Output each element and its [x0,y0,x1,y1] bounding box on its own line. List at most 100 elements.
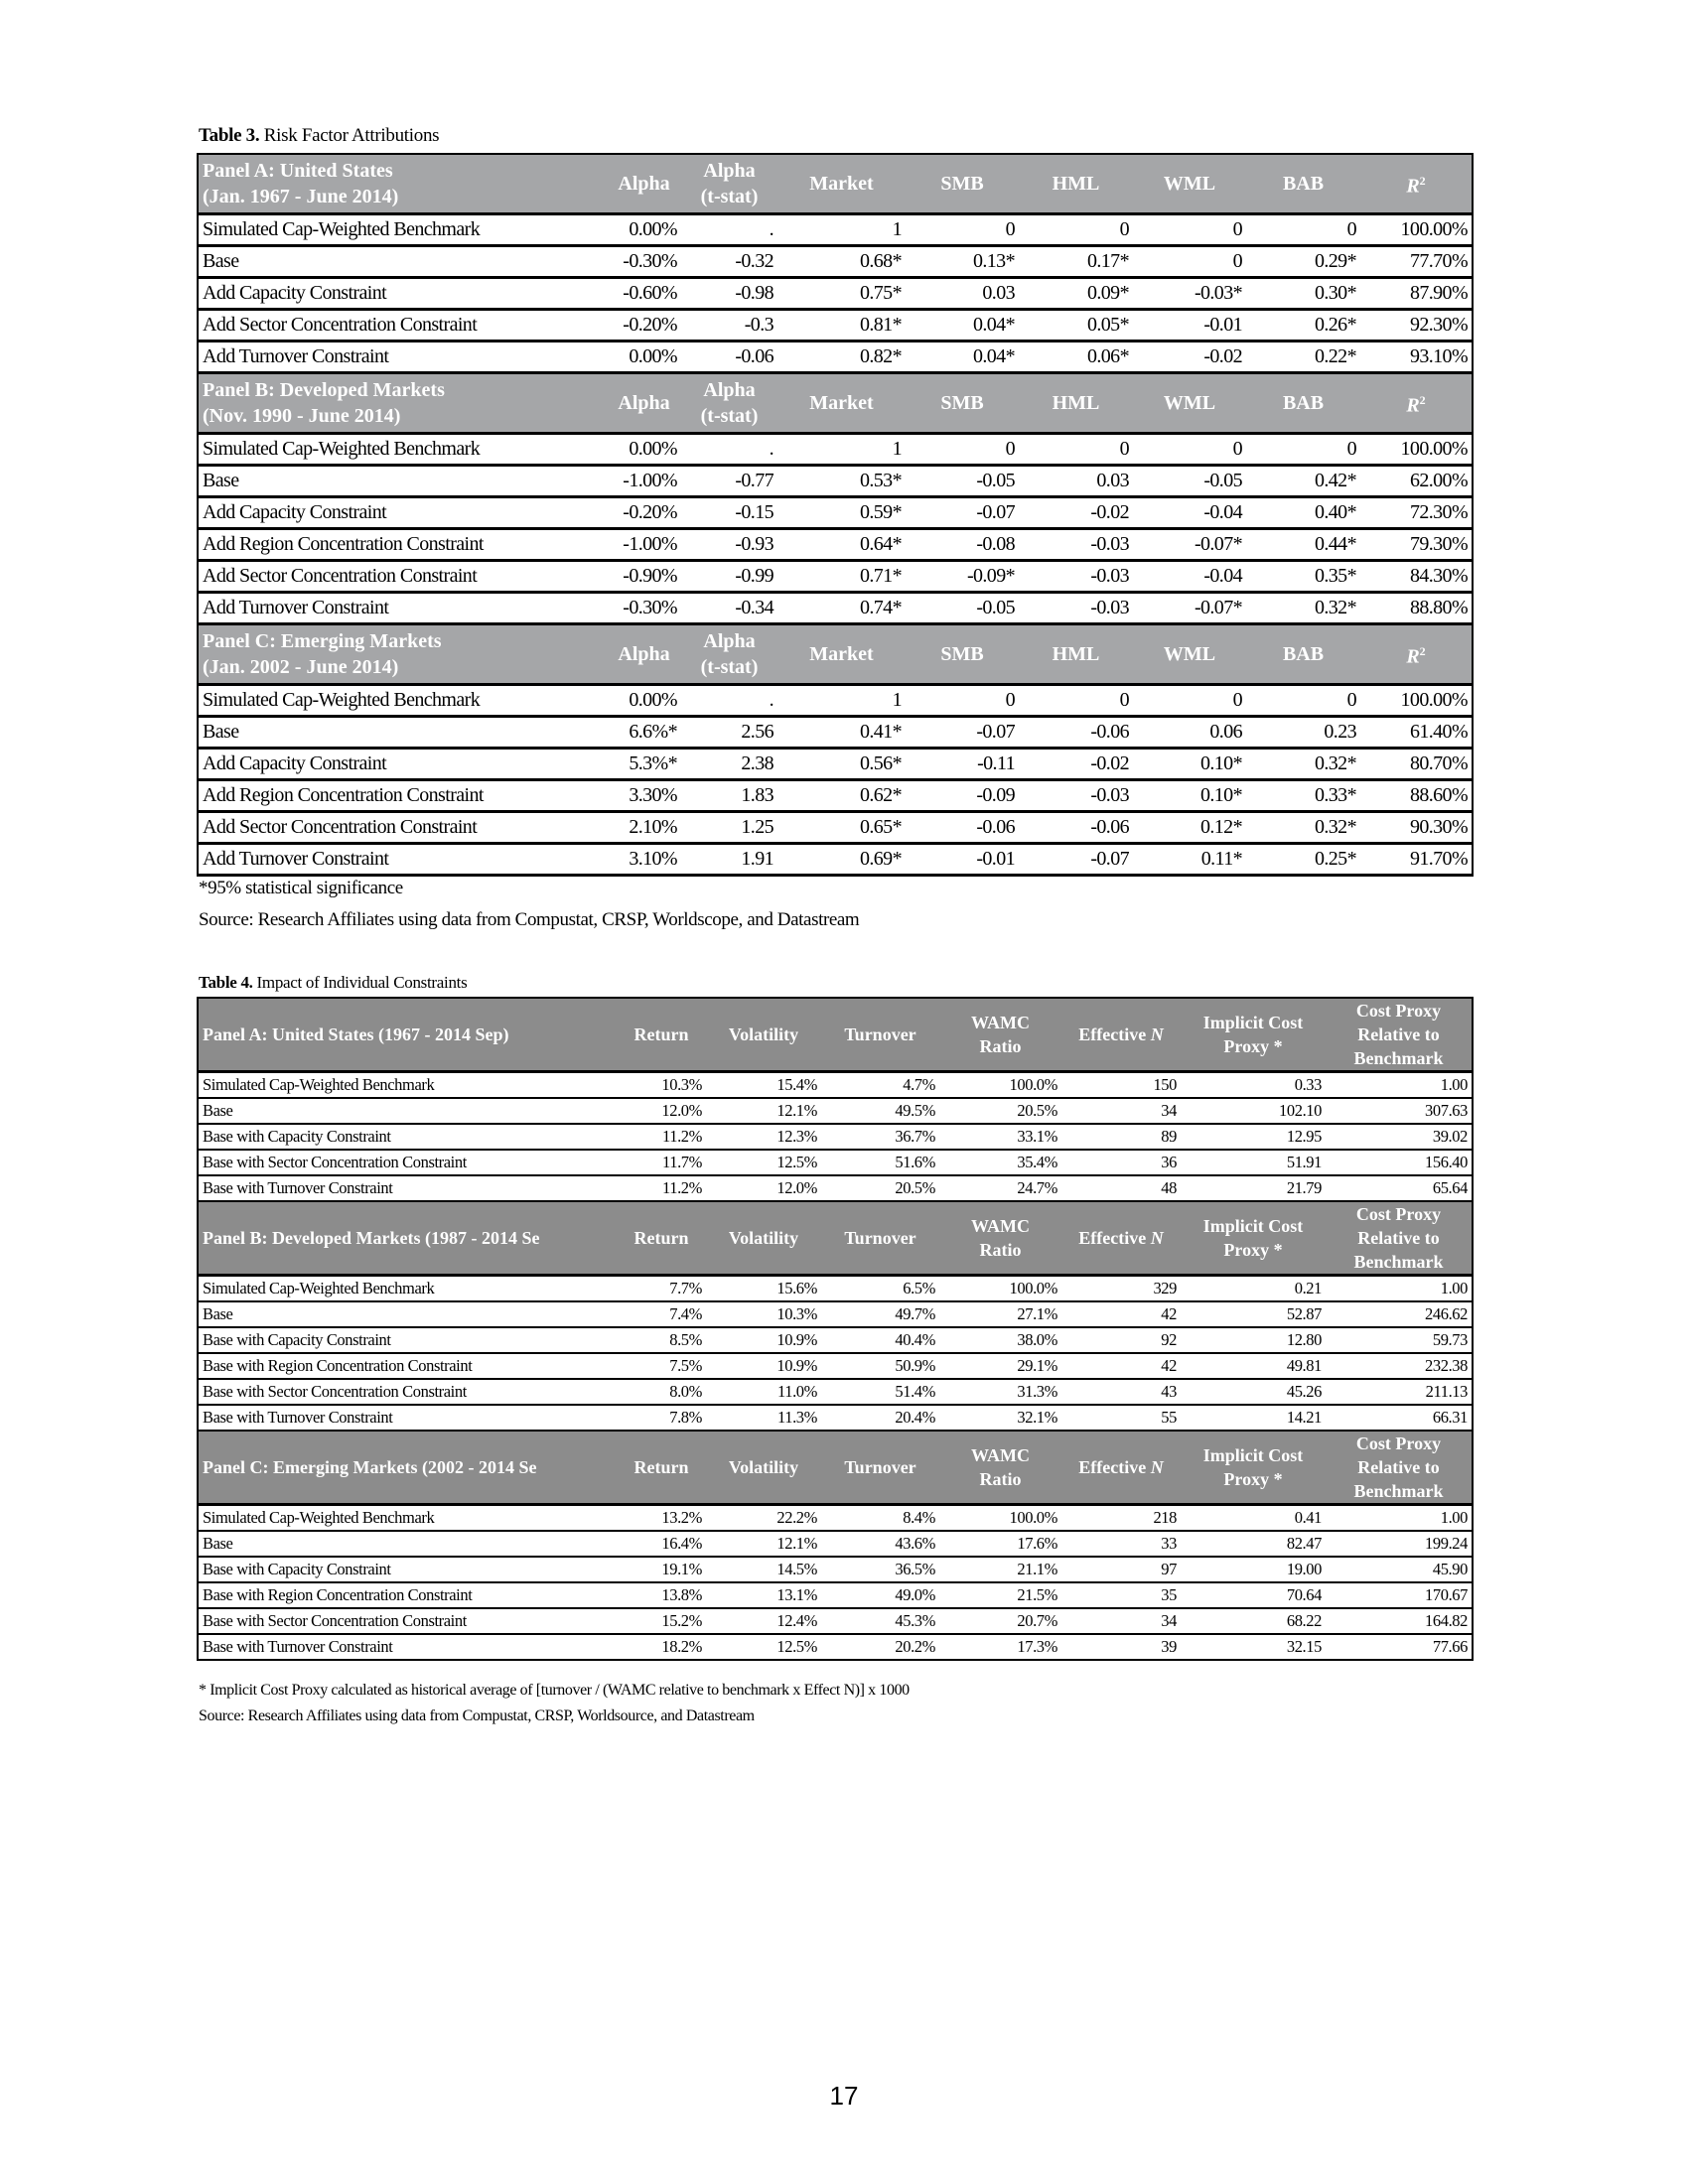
cell-value: 22.2% [706,1504,821,1532]
panel-title-line1: Panel B: Developed Markets [203,379,445,401]
column-header: Cost Proxy Relative to Benchmark [1326,1201,1473,1277]
panel-header-row: Panel A: United States (Jan. 1967 - June … [198,154,1473,215]
cell-value: 0 [1019,213,1133,247]
row-label: Add Capacity Constraint [198,277,607,311]
column-header-line: Cost Proxy [1355,1001,1442,1021]
panel-header-row: Panel A: United States (1967 - 2014 Sep)… [198,998,1473,1073]
cell-value: 100.00% [1360,684,1473,718]
table-row: Base with Turnover Constraint 11.2% 12.0% 2… [198,1175,1473,1202]
column-header: HML [1019,623,1133,686]
table-row: Add Capacity Constraint -0.60% -0.98 0.75* 0… [198,277,1473,311]
cell-value: 84.30% [1360,560,1473,594]
cell-value: 0.32* [1246,592,1360,625]
table-row: Simulated Cap-Weighted Benchmark 0.00%. 1 0… [198,213,1473,247]
cell-value: 49.0% [821,1582,939,1609]
row-label: Base with Region Concentration Constrain… [198,1353,617,1380]
cell-value: 10.3% [617,1071,706,1099]
table-row: Add Sector Concentration Constraint -0.20… [198,309,1473,342]
cell-value: 90.30% [1360,811,1473,845]
cell-value: 0 [1133,245,1246,279]
table-row: Base with Sector Concentration Constrain… [198,1608,1473,1635]
cell-value: -0.03 [1019,779,1133,813]
cell-value: -0.04 [1133,496,1246,530]
cell-value: 68.22 [1181,1608,1326,1635]
cell-value: 2.56 [681,716,777,750]
cell-value: 88.80% [1360,592,1473,625]
column-header: R2 [1360,154,1473,215]
cell-value: 7.7% [617,1275,706,1302]
row-label: Base with Capacity Constraint [198,1124,617,1151]
column-header: HML [1019,372,1133,435]
cell-value: 3.30% [607,779,681,813]
table4-caption: Table 4. Impact of Individual Constraint… [199,973,468,993]
cell-value: 20.5% [821,1175,939,1202]
cell-value: 10.9% [706,1327,821,1354]
cell-value: -0.77 [681,465,777,498]
column-header: Market [777,623,906,686]
cell-value: -0.02 [1019,748,1133,781]
cell-value: 0.33 [1181,1071,1326,1099]
cell-value: 0.26* [1246,309,1360,342]
row-label: Add Capacity Constraint [198,496,607,530]
cell-value: 211.13 [1326,1379,1473,1406]
cell-value: 0.00% [607,684,681,718]
cell-value: -0.08 [906,528,1019,562]
table3-footnote: *95% statistical significance [199,878,403,898]
panel-title: Panel A: United States (1967 - 2014 Sep) [198,998,617,1073]
cell-value: -1.00% [607,465,681,498]
column-header: Effective N [1061,998,1181,1073]
cell-value: 0.11* [1133,843,1246,877]
cell-value: -0.03 [1019,528,1133,562]
cell-value: 12.0% [706,1175,821,1202]
table-row: Base with Capacity Constraint 19.1% 14.5% 3… [198,1557,1473,1583]
cell-value: 82.47 [1181,1531,1326,1558]
row-label: Base with Sector Concentration Constrain… [198,1379,617,1406]
cell-value: -0.15 [681,496,777,530]
cell-value: 0.05* [1019,309,1133,342]
column-header-line: Ratio [979,1036,1022,1056]
table-row: Base 7.4% 10.3% 49.7% 27.1% 42 52.87 246.62 [198,1301,1473,1328]
cell-value: 164.82 [1326,1608,1473,1635]
cell-value: -0.06 [1019,716,1133,750]
column-header-line: Relative to [1357,1024,1440,1044]
cell-value: 150 [1061,1071,1181,1099]
cell-value: -0.06 [1019,811,1133,845]
cell-value: 0.00% [607,213,681,247]
cell-value: 0.53* [777,465,906,498]
table-row: Base 12.0% 12.1% 49.5% 20.5% 34 102.10 307.63 [198,1098,1473,1125]
cell-value: 0.10* [1133,779,1246,813]
row-label: Add Sector Concentration Constraint [198,811,607,845]
cell-value: 13.8% [617,1582,706,1609]
cell-value: 6.6%* [607,716,681,750]
impact-of-constraints-table: Panel A: United States (1967 - 2014 Sep)… [197,997,1474,1661]
table-row: Simulated Cap-Weighted Benchmark 10.3% 15.… [198,1071,1473,1099]
column-header: Market [777,154,906,215]
cell-value: 0.65* [777,811,906,845]
column-header-line: Implicit Cost [1202,1445,1304,1465]
row-label: Base with Turnover Constraint [198,1405,617,1432]
column-header-line: Return [633,1228,689,1248]
row-label: Base [198,465,607,498]
column-header: BAB [1246,623,1360,686]
cell-value: 39.02 [1326,1124,1473,1151]
row-label: Base [198,716,607,750]
cell-value: -0.06 [906,811,1019,845]
table4-label: Table 4. [199,973,253,992]
column-header: Volatility [706,1201,821,1277]
cell-value: 1.91 [681,843,777,877]
cell-value: 1.00 [1326,1275,1473,1302]
panel-title: Panel B: Developed Markets (Nov. 1990 - J… [198,372,607,435]
cell-value: 10.9% [706,1353,821,1380]
table-row: Simulated Cap-Weighted Benchmark 13.2% 22.… [198,1504,1473,1532]
cell-value: 100.0% [939,1504,1061,1532]
cell-value: 0 [1133,684,1246,718]
row-label: Simulated Cap-Weighted Benchmark [198,1504,617,1532]
cell-value: 77.66 [1326,1634,1473,1661]
cell-value: 20.7% [939,1608,1061,1635]
cell-value: 100.0% [939,1275,1061,1302]
cell-value: 1.00 [1326,1071,1473,1099]
cell-value: 0.33* [1246,779,1360,813]
cell-value: 12.4% [706,1608,821,1635]
cell-value: 16.4% [617,1531,706,1558]
row-label: Add Turnover Constraint [198,592,607,625]
